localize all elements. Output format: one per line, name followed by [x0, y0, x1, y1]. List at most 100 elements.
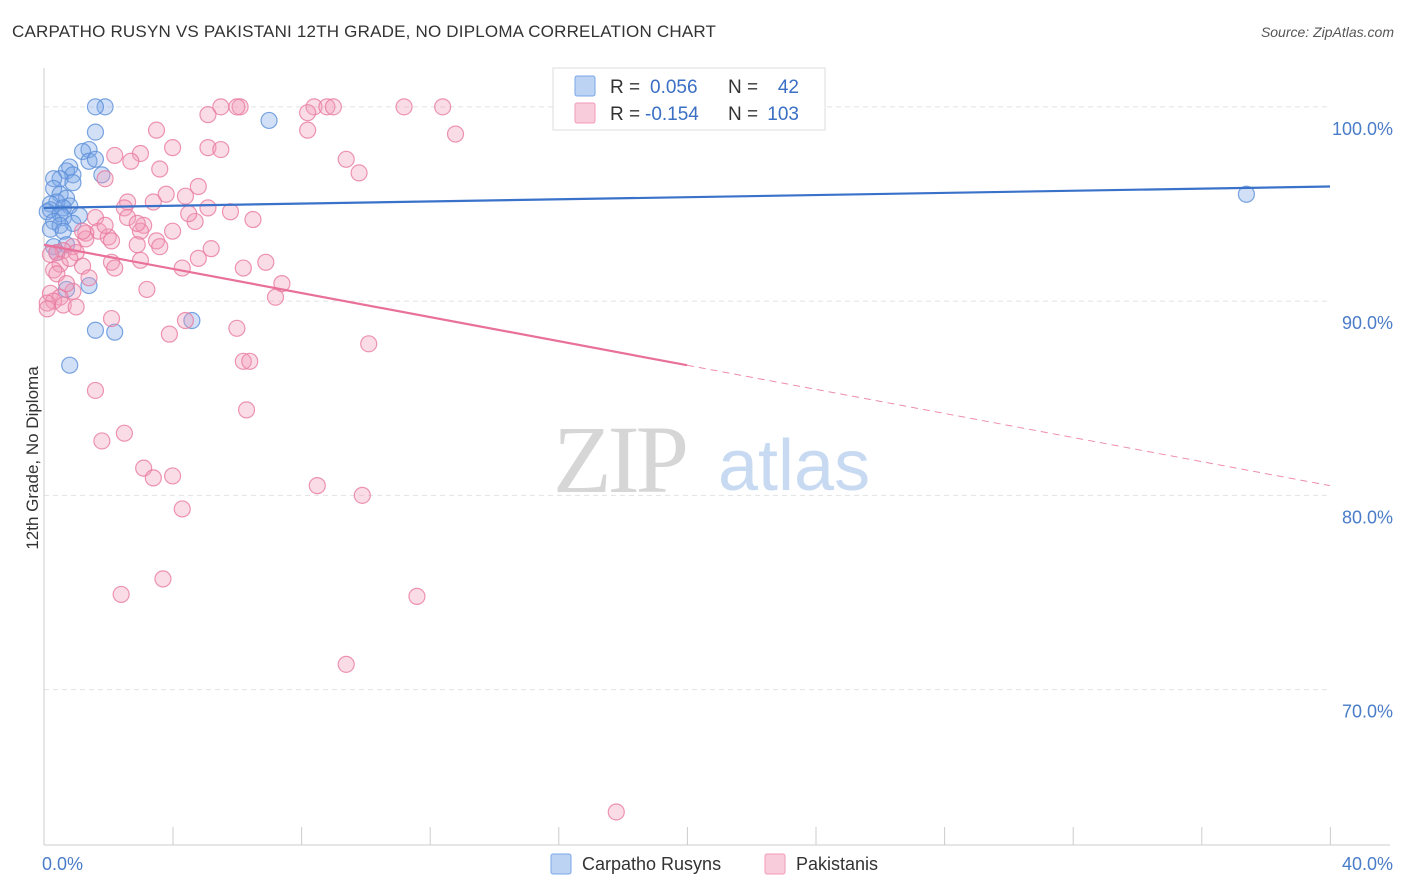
carpatho-point — [61, 356, 79, 374]
pakistani-point — [202, 240, 220, 258]
gridlines — [44, 106, 1330, 691]
pakistani-point — [173, 259, 191, 277]
pakistani-point — [138, 280, 156, 299]
pakistani-point — [299, 104, 317, 122]
pakistani-point — [154, 570, 172, 588]
pakistani-point — [61, 249, 79, 267]
pakistani-point — [173, 500, 191, 518]
pakistani-point — [73, 222, 92, 240]
pakistani-trend-line — [43, 243, 688, 367]
pakistani-point — [305, 98, 323, 116]
pakistani-point — [147, 121, 166, 139]
legend-n-label-1: N = — [728, 104, 758, 125]
carpatho-point — [86, 98, 105, 116]
pakistani-point — [122, 152, 140, 170]
pakistani-point — [350, 164, 368, 182]
legend-r-value-0: 0.056 — [650, 77, 698, 98]
pakistani-point — [164, 467, 182, 485]
x-axis-ticks: 0.0% 40.0% — [42, 827, 1393, 874]
carpatho-point — [86, 321, 105, 339]
legend-r-value-1: -0.154 — [645, 104, 699, 125]
carpatho-point — [86, 150, 105, 168]
legend-n-label-0: N = — [728, 77, 758, 98]
bottom-legend-swatch-pakistani — [764, 853, 786, 875]
pakistani-point — [176, 187, 195, 205]
pakistani-point — [408, 587, 426, 605]
carpatho-point — [64, 174, 82, 192]
pakistani-point — [96, 216, 114, 234]
pakistani-point — [160, 325, 178, 343]
pakistani-point — [607, 803, 625, 821]
pakistani-point — [221, 203, 240, 221]
pakistani-point — [157, 185, 175, 203]
pakistani-point — [67, 298, 85, 316]
pakistani-point — [128, 214, 146, 232]
pakistani-point — [151, 160, 169, 178]
pakistani-point — [57, 275, 76, 293]
trend-lines — [43, 185, 1331, 487]
watermark-atlas: atlas — [718, 426, 870, 506]
pakistani-point — [395, 98, 413, 116]
legend-n-value-1: 103 — [767, 104, 799, 125]
axes — [43, 68, 1390, 846]
source-label: Source: ZipAtlas.com — [1260, 24, 1394, 40]
carpatho-point — [54, 222, 72, 240]
pakistani-point — [164, 139, 182, 157]
pakistani-trend-extension — [686, 364, 1331, 487]
pakistani-point — [93, 432, 111, 450]
pakistani-point — [128, 236, 146, 254]
pakistani-point — [151, 238, 169, 256]
pakistani-point — [189, 249, 207, 267]
carpatho-point — [80, 152, 98, 170]
carpatho-point — [183, 311, 201, 330]
legend-swatch-carpatho — [574, 75, 596, 97]
pakistani-point — [144, 193, 162, 211]
pakistani-point — [241, 352, 259, 370]
carpatho-point — [86, 123, 105, 141]
pakistani-point — [112, 585, 130, 604]
pakistani-point — [102, 232, 121, 250]
pakistani-point — [337, 150, 355, 168]
carpatho-point — [73, 142, 92, 161]
bottom-legend-label-pakistani: Pakistanis — [796, 854, 878, 874]
pakistani-point — [38, 300, 56, 318]
pakistani-point — [199, 139, 217, 157]
pakistani-point — [228, 98, 246, 116]
carpatho-point — [80, 140, 98, 159]
pakistani-point — [115, 199, 133, 217]
pakistani-point — [106, 259, 124, 277]
y-tick-label: 80.0% — [1342, 507, 1393, 527]
pakistani-point — [434, 98, 452, 116]
pakistani-point — [180, 205, 198, 223]
pakistani-point — [51, 255, 69, 273]
legend-box — [552, 67, 826, 131]
pakistani-point — [86, 381, 105, 400]
pakistani-point — [131, 251, 150, 269]
pakistani-point — [164, 222, 182, 240]
bottom-legend: Carpatho Rusyns Pakistanis — [550, 853, 878, 875]
pakistani-point — [360, 335, 378, 353]
carpatho-point — [41, 220, 60, 238]
legend-r-label-0: R = — [610, 77, 640, 98]
watermark-zip: ZIP — [553, 406, 686, 513]
legend: R = 0.056 N = 42 R = -0.154 N = 103 — [552, 67, 826, 131]
carpatho-point — [1237, 185, 1256, 203]
data-points — [38, 98, 1256, 821]
bottom-legend-label-carpatho: Carpatho Rusyns — [582, 854, 721, 874]
pakistani-point — [324, 98, 342, 116]
y-tick-label: 100.0% — [1332, 119, 1393, 139]
y-axis-ticks: 70.0% 80.0% 90.0% 100.0% — [1332, 119, 1393, 722]
pakistani-point — [308, 477, 326, 495]
pakistani-point — [144, 469, 162, 487]
chart-title: CARPATHO RUSYN VS PAKISTANI 12TH GRADE, … — [12, 22, 717, 41]
pakistani-point — [257, 253, 275, 271]
legend-swatch-pakistani — [574, 102, 596, 124]
legend-n-value-0: 42 — [778, 77, 799, 98]
pakistani-point — [234, 259, 252, 277]
pakistani-point — [199, 199, 217, 217]
pakistani-point — [266, 288, 285, 306]
carpatho-point — [45, 170, 63, 188]
x-tick-label: 40.0% — [1342, 854, 1393, 874]
y-tick-label: 90.0% — [1342, 313, 1393, 333]
